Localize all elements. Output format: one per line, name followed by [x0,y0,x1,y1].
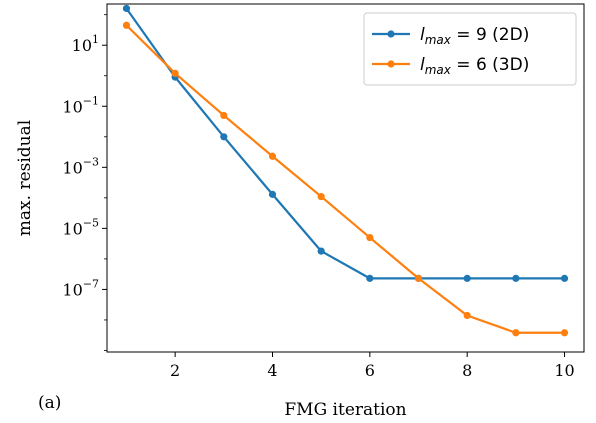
y-tick-label: 10−3 [62,155,99,177]
series-2-point [366,233,374,242]
x-tick-label: 8 [462,361,472,380]
series-1-point [512,274,520,282]
x-tick-label: 4 [267,361,277,380]
y-tick-label: 10−7 [62,277,99,299]
series-1-point [122,4,131,13]
x-axis-label: FMG iteration [284,400,406,420]
y-tick-base: 10 [72,36,92,55]
series-line-1 [125,7,565,280]
series-1-point [560,274,569,282]
series-2-point [463,311,471,320]
y-tick-base: 10 [62,97,82,116]
series-2-point [220,111,228,120]
y-tick-exponent: −7 [83,277,99,290]
legend: lmax = 9 (2D) lmax = 6 (3D) [363,12,577,86]
x-tick-label: 6 [365,361,375,380]
y-tick-label: 101 [72,33,99,55]
legend-box [363,12,577,86]
plot-marks [122,4,569,337]
series-2-point [122,21,131,29]
series-2-point [171,69,179,77]
y-tick-exponent: −1 [83,94,99,107]
y-tick-base: 10 [62,158,82,177]
series-1-point [463,274,471,282]
series-1-point [268,190,277,198]
legend-marker-2 [387,60,395,68]
series-2-point [317,192,325,201]
y-tick-exponent: −5 [83,216,99,229]
y-axis-label: max. residual [15,120,35,236]
x-tick-label: 10 [554,361,574,380]
x-tick-label: 2 [170,361,180,380]
y-tick-base: 10 [62,219,82,238]
y-tick-label: 10−1 [62,94,99,116]
x-axis-ticks: 2 4 6 8 10 [170,352,575,380]
legend-label-2: lmax = 6 (3D) [420,55,529,77]
series-2-point [560,329,569,337]
y-tick-base: 10 [62,280,82,299]
series-1-point [366,274,374,282]
series-1-point [220,133,228,141]
panel-label: (a) [38,393,61,413]
series-2-point [268,152,277,160]
legend-marker-1 [387,30,395,38]
series-1-point [317,247,325,255]
series-line-2 [125,24,565,334]
y-tick-label: 10−5 [62,216,99,238]
y-tick-exponent: −3 [83,155,99,168]
plot-frame [106,3,585,353]
series-2-point [512,329,520,337]
legend-label-1: lmax = 9 (2D) [420,25,529,47]
series-2-point [414,274,423,282]
y-tick-exponent: 1 [92,33,99,46]
